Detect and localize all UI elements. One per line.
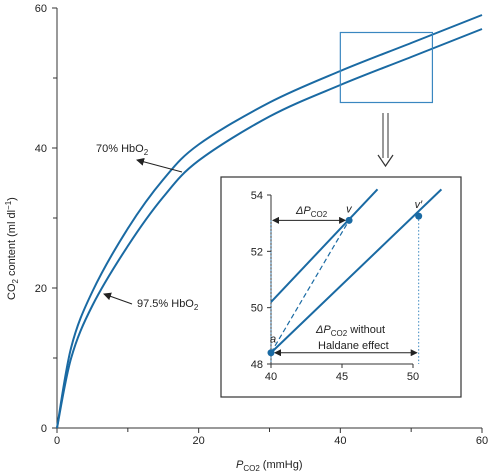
zoom-indicator — [339, 31, 434, 168]
series-label-70: 70% HbO2 — [96, 143, 149, 157]
series-label-70-text: 70% HbO — [96, 143, 144, 155]
inset-delta-without-label: ΔPCO2 without — [315, 324, 385, 338]
inset-delta-without-sub: CO2 — [331, 329, 348, 338]
y-tick-label: 0 — [41, 423, 47, 435]
y-tick-label: 40 — [35, 143, 47, 155]
inset-line-97 — [270, 188, 443, 354]
inset-point-v-prime — [415, 212, 423, 220]
label-97-arrow — [103, 292, 133, 305]
inset-point-label-v: v — [346, 203, 353, 215]
x-tick-label: 0 — [54, 435, 60, 447]
x-tick-label: 60 — [476, 435, 488, 447]
series-label-97-text: 97.5% HbO — [137, 298, 194, 310]
zoom-arrow-head — [377, 154, 394, 168]
inset-y-tick-label: 48 — [251, 359, 263, 371]
svg-text:70% HbO2: 70% HbO2 — [96, 143, 149, 157]
inset-point-v — [345, 216, 353, 224]
main-axes: 0 20 40 60 0 20 40 60 — [35, 3, 488, 447]
inset-delta-pco2-sub: CO2 — [311, 210, 328, 219]
label-70-arrow — [136, 157, 183, 173]
inset-delta-pco2-main: ΔP — [295, 205, 311, 217]
inset-point-label-a: a — [270, 334, 276, 346]
series-label-97: 97.5% HbO2 — [137, 298, 199, 312]
inset-haldane-label: Haldane effect — [318, 340, 389, 352]
inset-delta-pco2-label: ΔPCO2 — [295, 205, 328, 219]
series-line-70 — [56, 14, 483, 429]
inset-point-label-v-prime: v′ — [415, 199, 424, 211]
svg-text:97.5% HbO2: 97.5% HbO2 — [137, 298, 199, 312]
x-tick-label: 40 — [334, 435, 346, 447]
inset-y-tick-label: 50 — [251, 303, 263, 315]
zoom-highlight-box — [339, 31, 434, 104]
x-tick-label: 20 — [193, 435, 205, 447]
inset-dashed-a-to-v — [270, 220, 350, 354]
y-tick-label: 20 — [35, 283, 47, 295]
inset-y-tick-label: 54 — [251, 190, 263, 202]
inset-x-tick-label: 45 — [336, 371, 348, 383]
inset-delta-without-main: ΔP — [315, 324, 331, 336]
inset-line-70 — [270, 188, 379, 303]
series-line-97 — [56, 28, 483, 429]
inset-point-a — [267, 349, 275, 357]
inset-x-tick-label: 40 — [265, 371, 277, 383]
y-axis-title: CO2 content (ml dl−1) — [4, 197, 20, 300]
inset-x-tick-label: 50 — [407, 371, 419, 383]
inset-y-tick-label: 52 — [251, 246, 263, 258]
y-tick-label: 60 — [35, 3, 47, 15]
x-axis-title: PCO2 (mmHg) — [236, 459, 303, 473]
main-series — [56, 14, 483, 429]
inset-delta-without-rest: without — [347, 324, 385, 336]
